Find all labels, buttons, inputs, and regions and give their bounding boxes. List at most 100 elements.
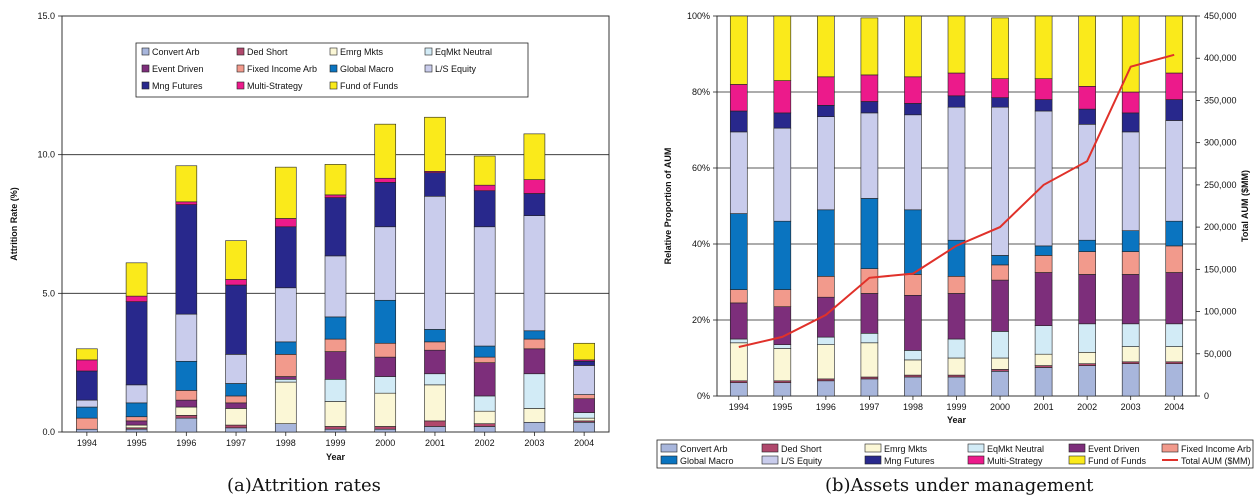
bar-segment-eqmkt-neutral-2001	[424, 373, 446, 386]
bar-segment-global-macro-1998	[904, 209, 922, 275]
bar-segment-fixed-income-arb-2002	[1078, 251, 1096, 275]
bar-segment-fixed-income-arb-2000	[991, 264, 1009, 281]
x-tick-label: 2001	[425, 438, 445, 448]
bar-segment-convert-arb-1994	[76, 428, 98, 433]
bar-segment-convert-arb-2001	[424, 426, 446, 433]
bar-segment-convert-arb-2003	[1121, 363, 1140, 397]
bar-segment-fixed-income-arb-1996	[175, 390, 198, 401]
y2-tick-label: 150,000	[1204, 264, 1237, 274]
bar-segment-fixed-income-arb-2003	[1121, 251, 1140, 275]
legend-swatch	[1068, 443, 1086, 453]
legend-label: Multi-Strategy	[987, 456, 1043, 466]
bar-segment-mng-futures-2001	[1034, 99, 1053, 112]
y-tick-label: 0%	[697, 391, 710, 401]
legend-label: Ded Short	[247, 47, 288, 57]
legend-label: EqMkt Neutral	[987, 444, 1044, 454]
legend-swatch	[660, 443, 678, 453]
bar-segment-eqmkt-neutral-2001	[1034, 325, 1053, 355]
y-tick-label: 80%	[692, 87, 710, 97]
bar-segment-mng-futures-2004	[573, 360, 595, 366]
legend-swatch	[329, 64, 338, 73]
bar-segment-fixed-income-arb-1995	[773, 289, 792, 308]
bar-segment-l-s-equity-2002	[1078, 124, 1096, 241]
bar-segment-l-s-equity-1997	[225, 354, 247, 384]
bar-segment-ded-short-1997	[225, 424, 247, 429]
bar-segment-mng-futures-2000	[991, 97, 1009, 108]
bar-segment-fund-of-funds-1996	[817, 15, 835, 78]
bar-segment-emrg-mkts-1996	[175, 406, 198, 416]
bar-segment-mng-futures-1999	[324, 197, 347, 257]
bar-segment-multi-strategy-2000	[374, 177, 397, 183]
bar-segment-emrg-mkts-1997	[860, 342, 879, 378]
bar-segment-fund-of-funds-1994	[729, 15, 748, 85]
y-tick-label: 15.0	[37, 11, 55, 21]
legend-label: Multi-Strategy	[247, 81, 303, 91]
legend-label: Event Driven	[152, 64, 204, 74]
bar-segment-fund-of-funds-1996	[175, 165, 198, 203]
bar-segment-global-macro-2003	[523, 330, 546, 340]
x-tick-label: 2000	[375, 438, 395, 448]
bar-segment-l-s-equity-1998	[274, 287, 297, 343]
bar-segment-multi-strategy-1995	[773, 80, 792, 114]
bar-segment-fund-of-funds-2003	[1121, 15, 1140, 93]
bar-segment-emrg-mkts-2000	[374, 392, 397, 427]
legend-swatch	[236, 81, 245, 90]
bar-segment-emrg-mkts-1999	[324, 401, 347, 427]
y2-tick-label: 450,000	[1204, 11, 1237, 21]
bar-segment-multi-strategy-2000	[991, 78, 1009, 98]
bar-segment-convert-arb-1999	[947, 376, 966, 397]
legend-label: Event Driven	[1088, 444, 1140, 454]
bar-segment-fund-of-funds-1997	[860, 17, 879, 76]
bar-segment-fixed-income-arb-2001	[1034, 255, 1053, 273]
bar-segment-event-driven-1999	[324, 351, 347, 380]
bar-segment-ded-short-2002	[473, 423, 496, 427]
bar-segment-global-macro-2004	[1165, 220, 1184, 247]
x-tick-label: 1994	[77, 438, 97, 448]
y2-tick-label: 350,000	[1204, 95, 1237, 105]
bar-segment-fixed-income-arb-1997	[860, 268, 879, 294]
y2-axis-label: Total AUM ($MM)	[1240, 170, 1250, 242]
legend-label: L/S Equity	[435, 64, 477, 74]
bar-segment-fixed-income-arb-2004	[573, 394, 595, 400]
y-axis-label: Attrition Rate (%)	[9, 187, 19, 261]
bar-segment-fund-of-funds-1994	[76, 348, 98, 361]
bar-segment-mng-futures-1998	[274, 226, 297, 289]
bar-segment-multi-strategy-2003	[1121, 91, 1140, 114]
legend-swatch	[864, 443, 882, 453]
legend-swatch	[967, 455, 985, 465]
bar-segment-event-driven-2001	[424, 349, 446, 375]
y-tick-label: 60%	[692, 163, 710, 173]
bar-segment-l-s-equity-1999	[947, 106, 966, 241]
bar-segment-global-macro-2002	[1078, 239, 1096, 252]
bar-segment-fund-of-funds-2001	[424, 116, 446, 172]
bar-segment-mng-futures-2003	[1121, 112, 1140, 133]
legend-swatch	[660, 455, 678, 465]
legend-label: Mng Futures	[152, 81, 203, 91]
bar-segment-global-macro-2003	[1121, 230, 1140, 252]
bar-segment-convert-arb-2003	[523, 421, 546, 433]
bar-segment-emrg-mkts-1994	[729, 342, 748, 382]
y2-tick-label: 50,000	[1204, 349, 1232, 359]
bar-segment-eqmkt-neutral-2002	[1078, 323, 1096, 353]
legend-swatch	[141, 81, 150, 90]
x-tick-label: 2003	[1121, 402, 1141, 412]
bar-segment-event-driven-1998	[904, 294, 922, 351]
bar-segment-fund-of-funds-2002	[1078, 15, 1096, 87]
bar-segment-multi-strategy-1995	[125, 295, 148, 302]
bar-segment-l-s-equity-2001	[424, 195, 446, 330]
bar-segment-fund-of-funds-1999	[947, 15, 966, 74]
bar-segment-emrg-mkts-1995	[125, 424, 148, 429]
bar-segment-event-driven-2004	[1165, 272, 1184, 325]
bar-segment-l-s-equity-2003	[1121, 131, 1140, 231]
legend-swatch	[424, 64, 433, 73]
legend-label: EqMkt Neutral	[435, 47, 492, 57]
bar-segment-fixed-income-arb-1996	[817, 275, 835, 298]
bar-segment-event-driven-1998	[274, 376, 297, 380]
bar-segment-fixed-income-arb-1999	[324, 338, 347, 352]
bar-segment-eqmkt-neutral-2004	[573, 412, 595, 419]
y-tick-label: 0.0	[42, 427, 55, 437]
bar-segment-mng-futures-1999	[947, 95, 966, 108]
bar-segment-global-macro-1999	[324, 316, 347, 340]
legend-swatch	[329, 81, 338, 90]
